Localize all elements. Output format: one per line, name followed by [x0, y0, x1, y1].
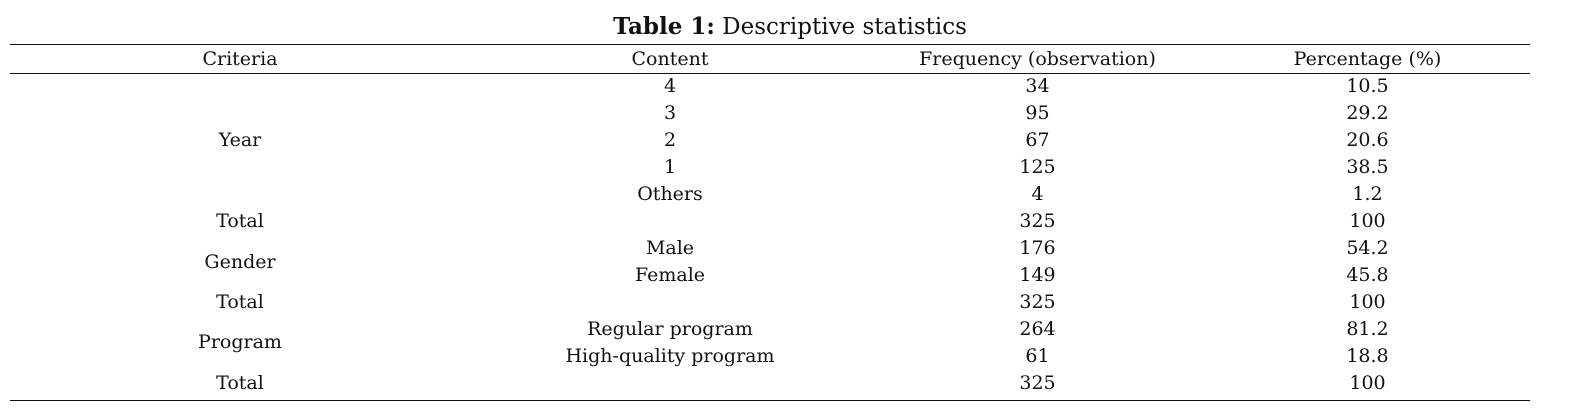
cell-criteria — [10, 100, 470, 127]
cell-percentage: 100 — [1349, 210, 1386, 232]
table-row-total: Total 325 100 — [10, 370, 1530, 397]
table-header-rule — [10, 73, 1530, 74]
table-header: Criteria Content Frequency (observation)… — [10, 46, 1530, 73]
header-frequency: Frequency (observation) — [919, 48, 1156, 70]
cell-criteria: Total — [216, 372, 264, 394]
cell-content: 2 — [663, 129, 677, 151]
cell-percentage: 1.2 — [1352, 183, 1383, 205]
table-body: 4 34 10.5 3 95 29.2 Year 2 67 20.6 1 125… — [10, 73, 1530, 397]
table-caption-label: Table 1: — [613, 13, 715, 40]
table-row-total: Total 325 100 — [10, 289, 1530, 316]
cell-percentage: 81.2 — [1346, 318, 1389, 340]
cell-content: 1 — [663, 156, 677, 178]
cell-percentage: 29.2 — [1346, 102, 1389, 124]
cell-criteria: Total — [216, 291, 264, 313]
cell-percentage: 100 — [1349, 291, 1386, 313]
cell-frequency: 325 — [1019, 291, 1056, 313]
cell-criteria: Program — [198, 331, 282, 353]
cell-percentage: 100 — [1349, 372, 1386, 394]
cell-content — [470, 208, 870, 235]
table-row: Gender Male 176 54.2 — [10, 235, 1530, 273]
cell-criteria: Gender — [204, 251, 276, 273]
cell-content: 3 — [663, 102, 677, 124]
cell-frequency: 176 — [1019, 237, 1056, 259]
cell-percentage: 54.2 — [1346, 237, 1389, 259]
table-row: Program Regular program 264 81.2 — [10, 316, 1530, 353]
table-row: Others 4 1.2 — [10, 181, 1530, 208]
cell-frequency: 4 — [1031, 183, 1044, 205]
table-bottom-rule — [10, 400, 1530, 401]
cell-content: 4 — [663, 75, 677, 97]
cell-frequency: 325 — [1019, 372, 1056, 394]
header-content: Content — [631, 48, 709, 70]
table-row: 4 34 10.5 — [10, 73, 1530, 100]
cell-content: Male — [645, 237, 695, 259]
cell-frequency: 125 — [1019, 156, 1056, 178]
cell-percentage: 18.8 — [1346, 345, 1389, 367]
cell-frequency: 325 — [1019, 210, 1056, 232]
cell-criteria — [10, 181, 470, 208]
cell-criteria: Year — [218, 129, 262, 151]
cell-percentage: 10.5 — [1346, 75, 1389, 97]
cell-frequency: 67 — [1025, 129, 1050, 151]
cell-frequency: 149 — [1019, 264, 1056, 286]
cell-frequency: 61 — [1025, 345, 1050, 367]
table-caption-text: Descriptive statistics — [722, 14, 967, 40]
header-row: Criteria Content Frequency (observation)… — [10, 46, 1530, 73]
cell-content: Others — [637, 183, 703, 205]
cell-percentage: 20.6 — [1346, 129, 1389, 151]
cell-frequency: 264 — [1019, 318, 1056, 340]
cell-frequency: 95 — [1025, 102, 1050, 124]
cell-content — [470, 370, 870, 397]
table-row: 1 125 38.5 — [10, 154, 1530, 181]
cell-content — [470, 289, 870, 316]
cell-content: High-quality program — [565, 345, 775, 367]
cell-content: Regular program — [587, 318, 753, 340]
cell-percentage: 38.5 — [1346, 156, 1389, 178]
cell-criteria: Total — [216, 210, 264, 232]
header-percentage: Percentage (%) — [1293, 48, 1442, 70]
table-row: Female 149 45.8 — [10, 262, 1530, 289]
table-row: 3 95 29.2 — [10, 100, 1530, 127]
descriptive-statistics-table: Criteria Content Frequency (observation)… — [10, 46, 1530, 397]
table-row: High-quality program 61 18.8 — [10, 343, 1530, 370]
header-criteria: Criteria — [202, 48, 278, 70]
cell-criteria — [10, 154, 470, 181]
cell-percentage: 45.8 — [1346, 264, 1389, 286]
cell-content: Female — [634, 264, 706, 286]
cell-criteria — [10, 73, 470, 100]
table-top-rule — [10, 44, 1530, 45]
table-row-total: Total 325 100 — [10, 208, 1530, 235]
table-row: Year 2 67 20.6 — [10, 127, 1530, 154]
table-caption: Table 1: Descriptive statistics — [0, 12, 1580, 42]
cell-frequency: 34 — [1025, 75, 1050, 97]
